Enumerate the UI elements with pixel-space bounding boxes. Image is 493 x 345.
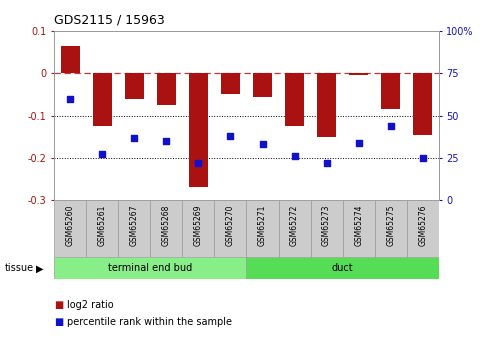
Text: GSM65275: GSM65275 bbox=[386, 205, 395, 246]
Text: GSM65260: GSM65260 bbox=[66, 205, 75, 246]
Text: GSM65267: GSM65267 bbox=[130, 205, 139, 246]
Bar bbox=[182, 200, 214, 257]
Bar bbox=[285, 73, 304, 126]
Bar bbox=[150, 200, 182, 257]
Bar bbox=[311, 200, 343, 257]
Point bbox=[162, 138, 170, 144]
Bar bbox=[118, 200, 150, 257]
Bar bbox=[407, 200, 439, 257]
Bar bbox=[317, 73, 336, 137]
Text: tissue: tissue bbox=[5, 264, 34, 273]
Text: GDS2115 / 15963: GDS2115 / 15963 bbox=[54, 14, 165, 27]
Bar bbox=[189, 73, 208, 187]
Point bbox=[258, 141, 266, 147]
Text: percentile rank within the sample: percentile rank within the sample bbox=[67, 317, 232, 327]
Text: ■: ■ bbox=[54, 317, 64, 327]
Point bbox=[226, 133, 234, 139]
Point bbox=[322, 160, 330, 166]
Bar bbox=[54, 257, 246, 279]
Bar bbox=[93, 73, 112, 126]
Bar bbox=[343, 200, 375, 257]
Text: GSM65268: GSM65268 bbox=[162, 205, 171, 246]
Text: GSM65261: GSM65261 bbox=[98, 205, 107, 246]
Bar bbox=[214, 200, 246, 257]
Bar bbox=[413, 73, 432, 135]
Point bbox=[290, 154, 298, 159]
Bar bbox=[86, 200, 118, 257]
Point bbox=[354, 140, 362, 145]
Text: GSM65269: GSM65269 bbox=[194, 205, 203, 246]
Point bbox=[130, 135, 138, 140]
Point bbox=[194, 160, 202, 166]
Bar bbox=[157, 73, 176, 105]
Text: terminal end bud: terminal end bud bbox=[108, 263, 192, 273]
Text: GSM65271: GSM65271 bbox=[258, 205, 267, 246]
Bar bbox=[381, 73, 400, 109]
Bar bbox=[125, 73, 144, 99]
Bar bbox=[246, 200, 279, 257]
Text: log2 ratio: log2 ratio bbox=[67, 300, 113, 310]
Text: ▶: ▶ bbox=[35, 264, 43, 273]
Bar bbox=[279, 200, 311, 257]
Text: GSM65276: GSM65276 bbox=[418, 205, 427, 246]
Text: GSM65270: GSM65270 bbox=[226, 205, 235, 246]
Text: GSM65272: GSM65272 bbox=[290, 205, 299, 246]
Bar bbox=[246, 257, 439, 279]
Text: GSM65274: GSM65274 bbox=[354, 205, 363, 246]
Point bbox=[66, 96, 74, 101]
Bar bbox=[253, 73, 272, 97]
Bar bbox=[61, 46, 80, 73]
Text: ■: ■ bbox=[54, 300, 64, 310]
Bar bbox=[54, 200, 86, 257]
Point bbox=[387, 123, 394, 128]
Text: duct: duct bbox=[332, 263, 353, 273]
Bar bbox=[221, 73, 240, 95]
Point bbox=[419, 155, 426, 161]
Bar bbox=[349, 73, 368, 76]
Text: GSM65273: GSM65273 bbox=[322, 205, 331, 246]
Point bbox=[98, 152, 106, 157]
Bar bbox=[375, 200, 407, 257]
